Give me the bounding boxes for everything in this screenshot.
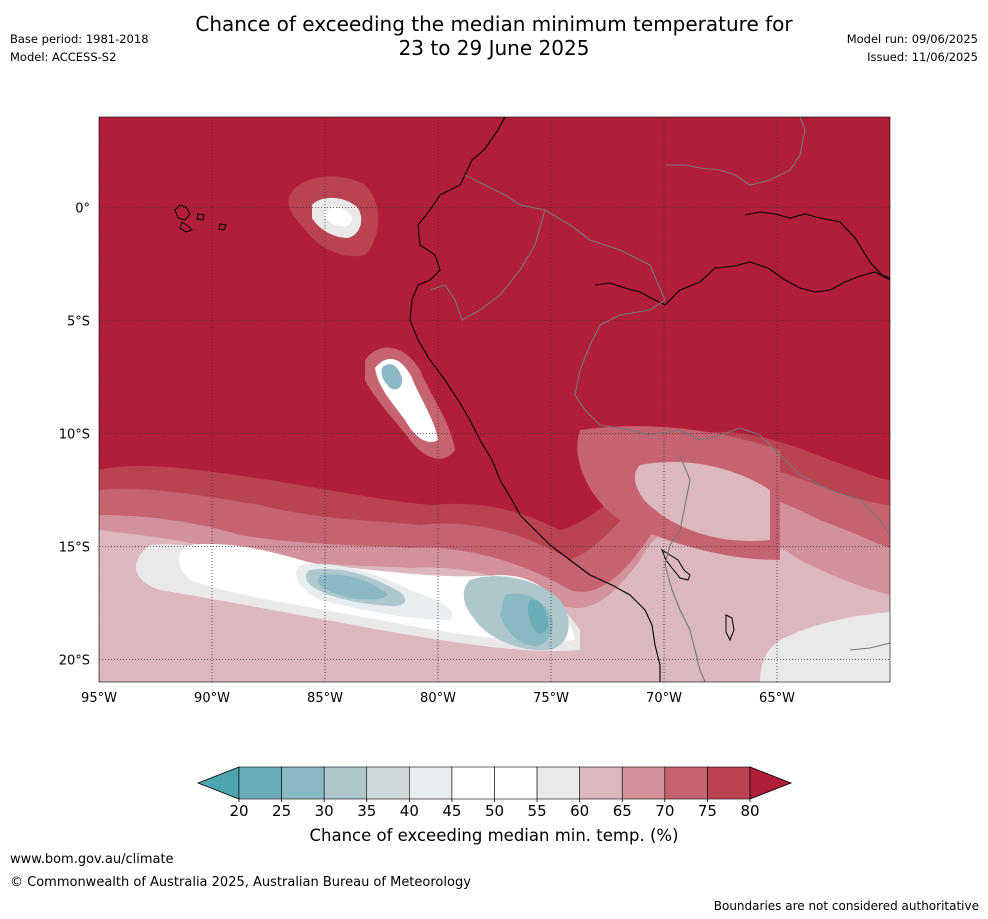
bolivia-brazil-border (769, 444, 890, 536)
contour-band-55b (760, 612, 890, 682)
ecuador-peru-border (429, 209, 546, 321)
colorbar-tick-label: 50 (485, 802, 504, 820)
south-america-coastline (409, 117, 661, 682)
footer-copyright: © Commonwealth of Australia 2025, Austra… (10, 875, 471, 890)
colorbar-tick-label: 65 (613, 802, 632, 820)
colorbar-segment (323, 766, 368, 800)
colorbar-segment (536, 766, 580, 800)
colombia-ecuador-border (464, 174, 666, 301)
contour-blob-coast-core (381, 364, 403, 390)
longitude-tick-label: 65°W (759, 691, 795, 706)
colorbar-segment (451, 766, 495, 800)
amazon-river (594, 261, 890, 306)
latitude-tick-label: 15°S (59, 540, 90, 555)
longitude-tick-label: 80°W (420, 691, 456, 706)
colorbar-tick-label: 75 (698, 802, 717, 820)
colorbar: 20 25 30 35 40 45 50 55 60 65 70 75 80 (196, 766, 793, 820)
colorbar-segment (409, 766, 453, 800)
map-frame (98, 116, 891, 683)
contour-inland-inner (635, 461, 770, 541)
colorbar-title: Chance of exceeding median min. temp. (%… (309, 826, 679, 845)
colorbar-tick-label: 40 (400, 802, 419, 820)
colorbar-under-arrow (196, 766, 240, 800)
issued-label: Issued: 11/06/2025 (867, 50, 978, 64)
colorbar-tick-label: 45 (442, 802, 461, 820)
footer-boundary-note: Boundaries are not considered authoritat… (713, 899, 979, 913)
colorbar-segment (281, 766, 325, 800)
longitude-tick-label: 75°W (533, 691, 569, 706)
galapagos-islands (174, 204, 227, 233)
base-period-label: Base period: 1981-2018 (10, 32, 149, 46)
lake-titicaca (660, 548, 691, 581)
probability-map: 95°W 90°W 85°W 80°W 75°W 70°W 65°W 0° 5°S 10°S 15… (59, 116, 891, 820)
graticule (99, 117, 890, 682)
peru-brazil-border (574, 299, 771, 446)
model-label: Model: ACCESS-S2 (10, 50, 117, 64)
colorbar-segment (707, 766, 751, 800)
title-line-2: 23 to 29 June 2025 (398, 36, 590, 60)
colorbar-tick-label: 30 (315, 802, 334, 820)
colorbar-segment (621, 766, 666, 800)
colorbar-tick-label: 55 (528, 802, 547, 820)
contour-blob-north-core (324, 207, 352, 227)
colorbar-tick-label: 70 (655, 802, 674, 820)
colorbar-tick-label: 20 (229, 802, 248, 820)
latitude-tick-label: 20°S (59, 653, 90, 668)
poopo-lake (725, 614, 735, 642)
contour-band-30 (318, 574, 388, 600)
longitude-tick-label: 95°W (81, 691, 117, 706)
probability-shading (99, 176, 890, 682)
colombia-brazil-border (665, 117, 806, 186)
longitude-labels: 95°W 90°W 85°W 80°W 75°W 70°W 65°W (81, 691, 795, 706)
bolivia-paraguay-border (849, 642, 890, 651)
colorbar-segment (238, 766, 282, 800)
negro-river (744, 211, 890, 279)
contour-band-25 (527, 599, 548, 634)
colorbar-segment (579, 766, 623, 800)
colorbar-tick-label: 60 (570, 802, 589, 820)
latitude-tick-label: 0° (75, 201, 90, 216)
colorbar-tick-label: 35 (357, 802, 376, 820)
coastline-layer (174, 117, 890, 682)
latitude-labels: 0° 5°S 10°S 15°S 20°S (59, 201, 90, 668)
peru-bolivia-border (664, 454, 706, 682)
model-run-label: Model run: 09/06/2025 (846, 32, 978, 46)
colorbar-tick-label: 25 (272, 802, 291, 820)
longitude-tick-label: 85°W (307, 691, 343, 706)
colorbar-segment (366, 766, 410, 800)
meta-right: Model run: 09/06/2025 Issued: 11/06/2025 (847, 30, 978, 66)
longitude-tick-label: 90°W (194, 691, 230, 706)
colorbar-segment (664, 766, 708, 800)
colorbar-over-arrow (749, 766, 793, 800)
meta-left: Base period: 1981-2018 Model: ACCESS-S2 (10, 30, 149, 66)
boundary-layer (429, 117, 890, 682)
title-line-1: Chance of exceeding the median minimum t… (195, 12, 793, 36)
colorbar-segment (494, 766, 538, 800)
longitude-tick-label: 70°W (646, 691, 682, 706)
map-title: Chance of exceeding the median minimum t… (0, 12, 988, 60)
colorbar-tick-label: 80 (740, 802, 759, 820)
footer-url: www.bom.gov.au/climate (10, 852, 174, 867)
latitude-tick-label: 10°S (59, 427, 90, 442)
latitude-tick-label: 5°S (67, 314, 90, 329)
